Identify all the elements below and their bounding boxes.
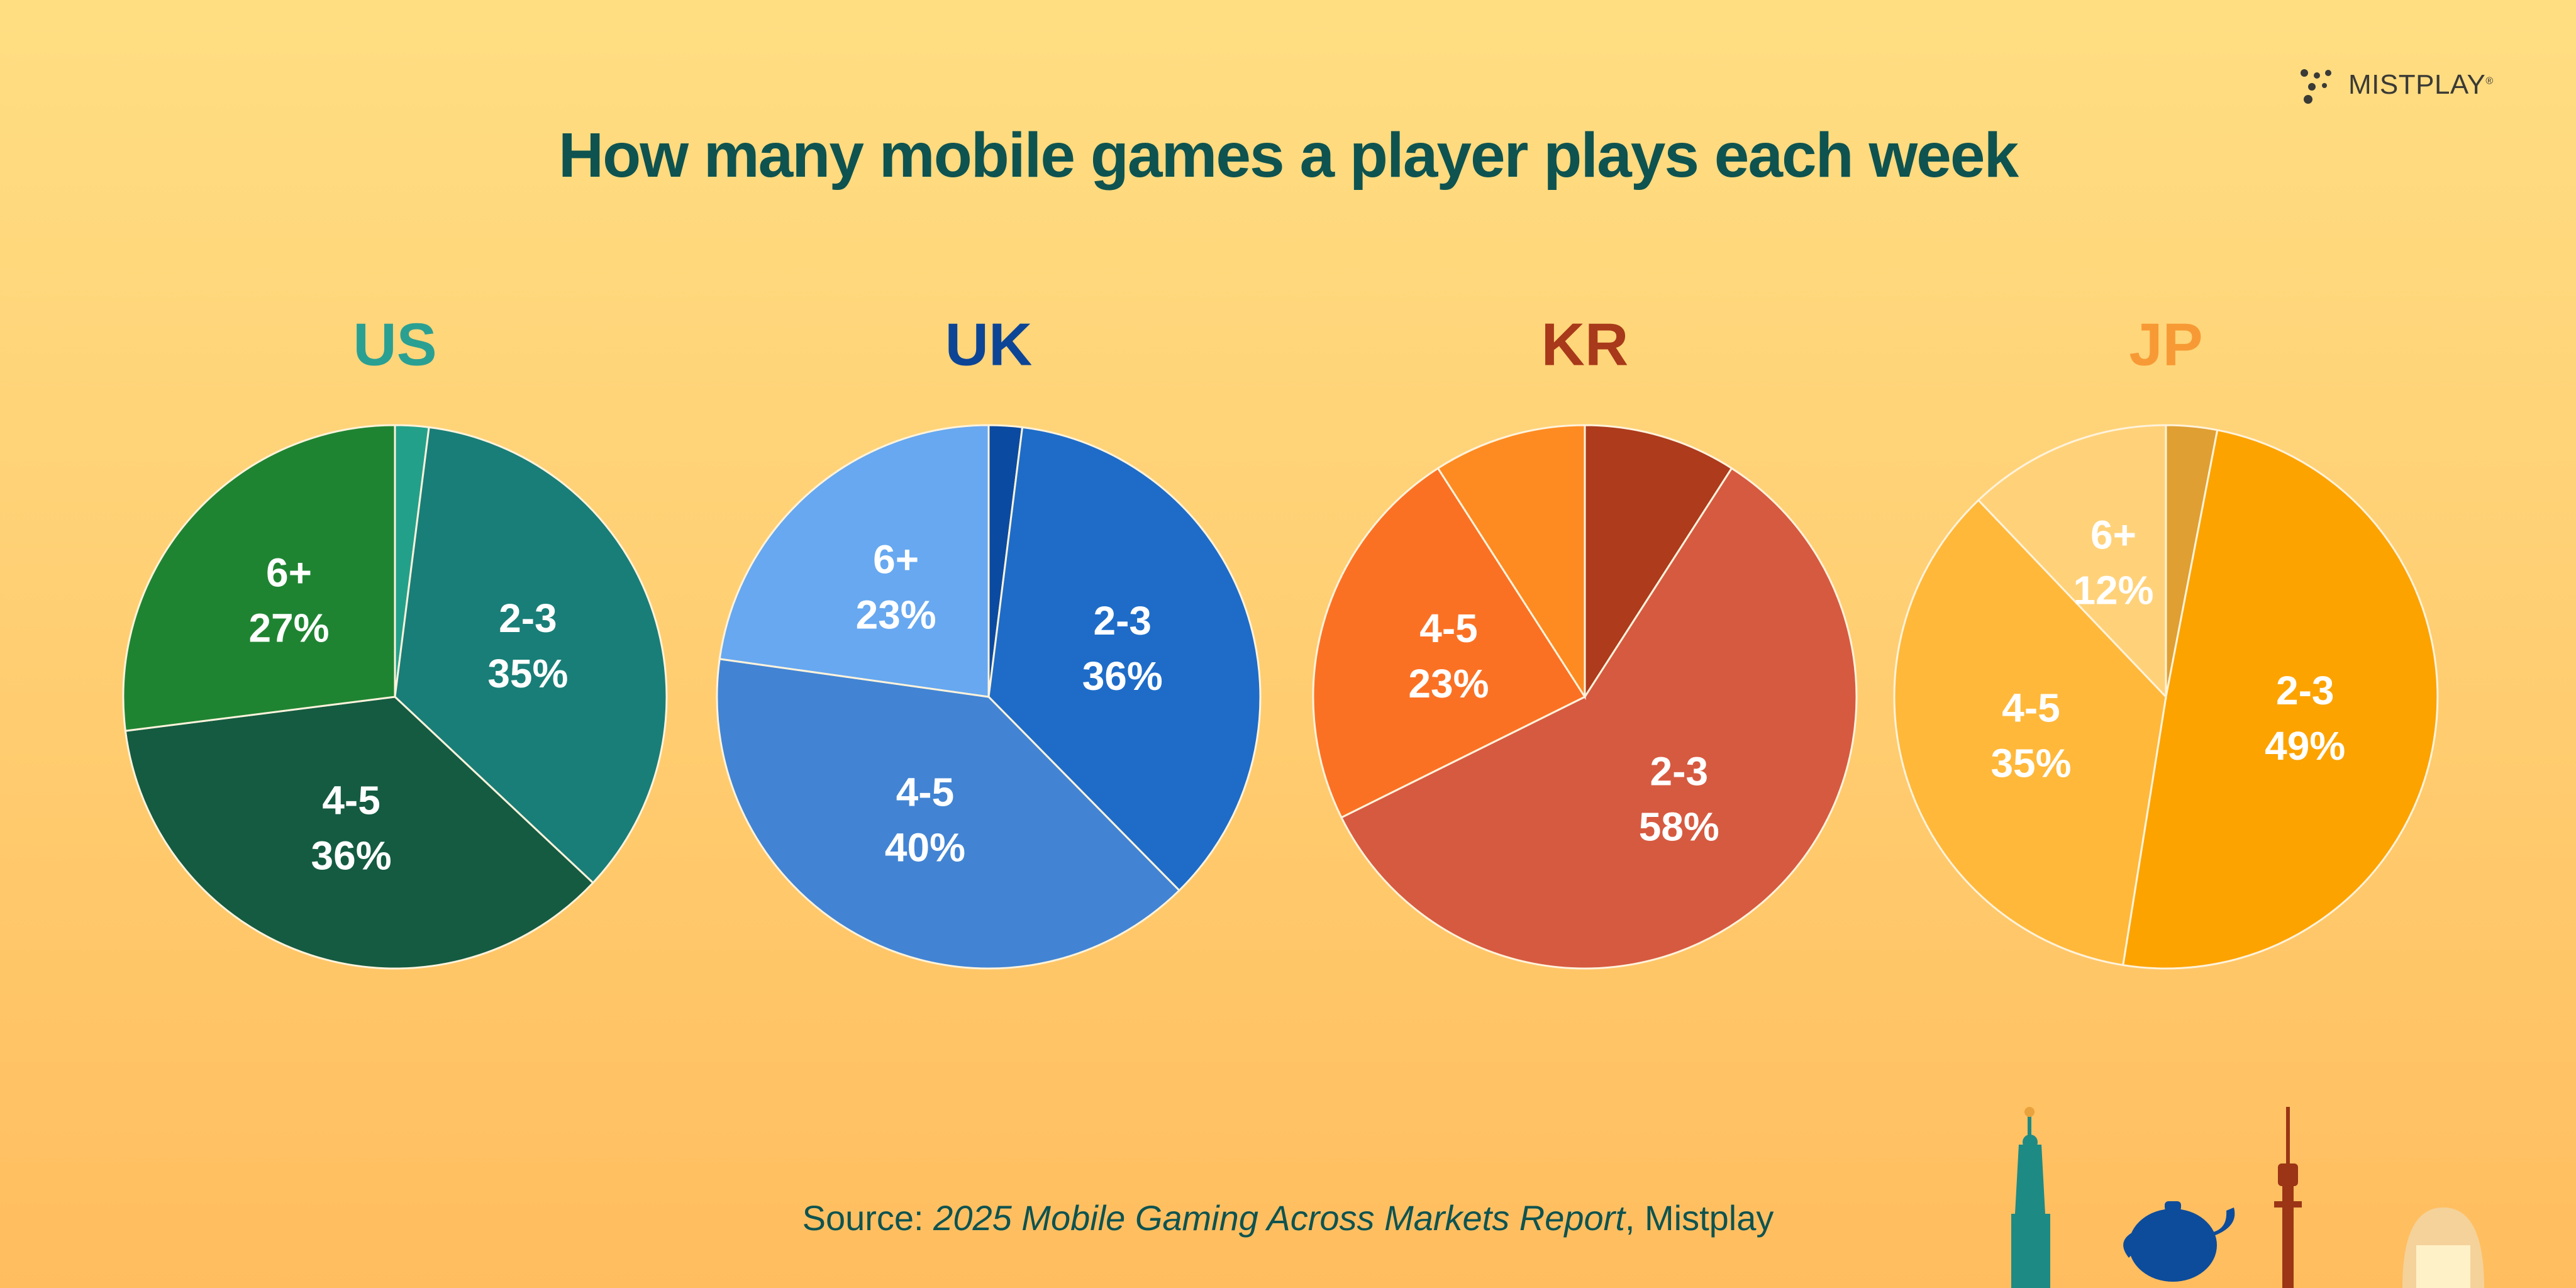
slice-value-us: 35% (487, 651, 568, 696)
teapot-icon (2123, 1201, 2235, 1282)
slice-label-jp: 2-3 (2276, 668, 2334, 713)
brand-logo: MISTPLAY® (2297, 63, 2494, 107)
pie-slice-us-4-5 (124, 696, 595, 970)
slice-label-uk: 6+ (873, 536, 919, 582)
pie-chart-kr: KR 2-3 58% 4-5 23% (1312, 311, 1858, 970)
slice-value-uk: 36% (1082, 653, 1163, 699)
slice-value-kr: 58% (1639, 804, 1719, 849)
pie-slice-kr-4-5 (1312, 467, 1587, 819)
pie-chart-jp: JP 2-3 49% 4-5 35% 6+ 12% (1893, 311, 2439, 970)
pie-slice-jp-6plus (1977, 424, 2167, 699)
country-label-jp: JP (2129, 311, 2202, 378)
pie-slice-us-6plus (122, 424, 396, 732)
slice-value-uk: 40% (885, 825, 965, 870)
slice-label-us: 4-5 (322, 778, 380, 823)
slice-label-jp: 6+ (2090, 512, 2136, 557)
chart-title: How many mobile games a player plays eac… (558, 120, 2019, 191)
slice-label-uk: 4-5 (896, 770, 955, 815)
pie-slice-kr-other-0 (1584, 424, 1733, 701)
brand-name: MISTPLAY® (2348, 69, 2494, 100)
pie-slice-uk-6plus (718, 424, 990, 698)
slice-value-us: 36% (311, 833, 392, 879)
slice-value-jp: 35% (1990, 741, 2071, 786)
country-label-us: US (353, 311, 436, 378)
slice-label-kr: 4-5 (1419, 606, 1478, 651)
pie-chart-us: US 2-3 35% 4-5 36% 6+ 27% (122, 311, 668, 970)
pie-slice-us-2-3 (394, 426, 668, 884)
onigiri-icon (2402, 1208, 2484, 1288)
slice-label-uk: 2-3 (1094, 598, 1152, 643)
source-note: Source: 2025 Mobile Gaming Across Market… (802, 1198, 1774, 1238)
pie-slice-jp-4-5 (1893, 499, 2167, 967)
slice-value-jp: 49% (2265, 723, 2345, 769)
pie-slice-kr-2-3 (1340, 467, 1858, 970)
seoul-tower-icon (2274, 1107, 2302, 1288)
pie-chart-uk: UK 2-3 36% 4-5 40% 6+ 23% (716, 311, 1262, 970)
source-report-name: 2025 Mobile Gaming Across Markets Report (933, 1198, 1625, 1238)
pie-slice-uk-2-3 (987, 426, 1262, 892)
slice-value-kr: 23% (1408, 661, 1489, 706)
pie-slice-uk-4-5 (716, 658, 1181, 970)
slice-value-us: 27% (248, 605, 329, 650)
slice-label-kr: 2-3 (1650, 748, 1709, 794)
slice-value-jp: 12% (2073, 567, 2153, 613)
slice-label-us: 6+ (266, 550, 312, 595)
slice-label-jp: 4-5 (2002, 686, 2060, 731)
pie-slice-jp-2-3 (2122, 429, 2439, 970)
country-label-uk: UK (945, 311, 1033, 378)
slice-value-uk: 23% (856, 592, 936, 637)
mistplay-logo-icon (2301, 69, 2331, 104)
landmarks-illustration (2011, 1107, 2484, 1288)
pie-slice-kr-other-3 (1436, 424, 1586, 701)
slice-label-us: 2-3 (499, 596, 557, 641)
country-label-kr: KR (1541, 311, 1629, 378)
statue-of-liberty-icon (2011, 1107, 2050, 1288)
